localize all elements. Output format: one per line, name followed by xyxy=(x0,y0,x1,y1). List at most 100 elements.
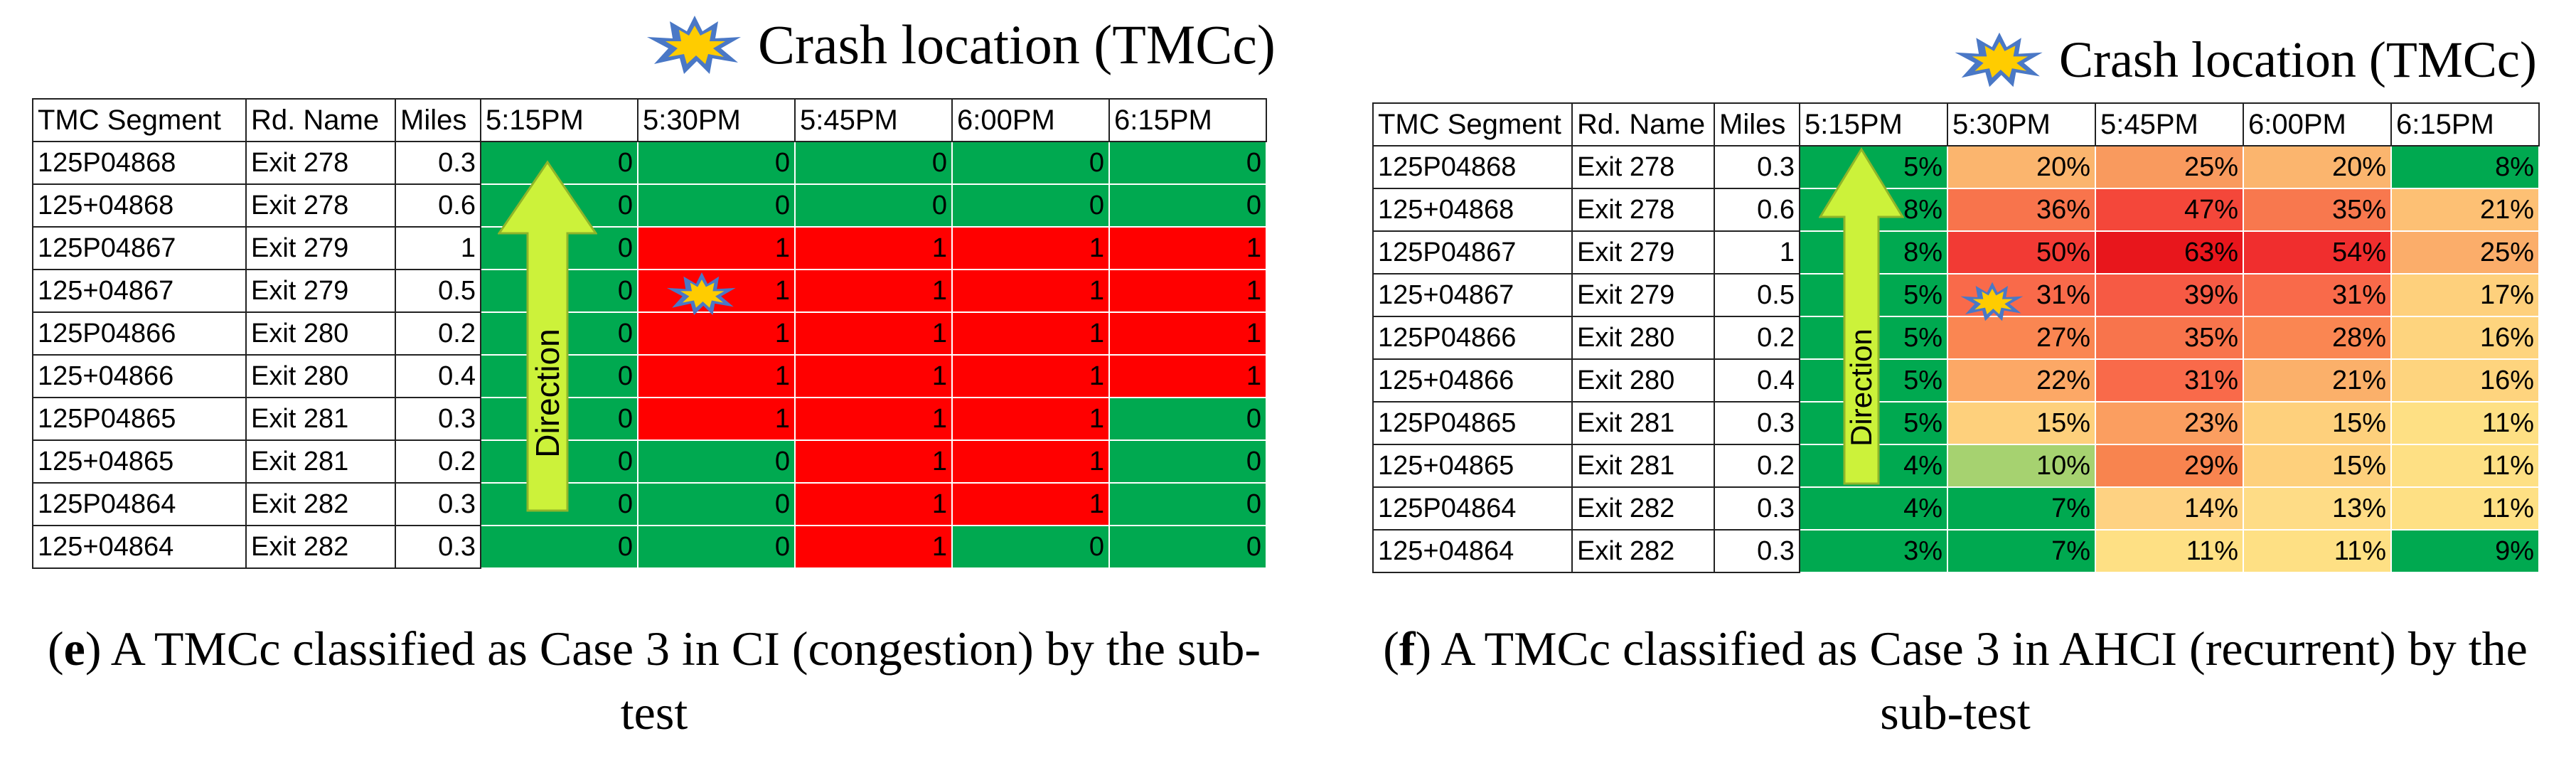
tmc-segment-cell: 125P04866 xyxy=(32,311,247,356)
tmc-segment-cell: 125+04864 xyxy=(1372,529,1573,573)
value-cell: 1 xyxy=(952,398,1109,440)
value-cell: 1 xyxy=(638,270,795,312)
value-cell: 36% xyxy=(1947,188,2095,231)
miles-cell: 0.3 xyxy=(1714,401,1800,445)
value-cell: 7% xyxy=(1947,487,2095,530)
value-cell: 17% xyxy=(2391,274,2539,316)
value-cell: 1 xyxy=(795,227,952,270)
value-cell: 0 xyxy=(952,526,1109,568)
column-header: 6:15PM xyxy=(1108,98,1267,142)
value-cell: 0 xyxy=(481,526,638,568)
value-cell: 1 xyxy=(795,270,952,312)
tmc-segment-cell: 125+04868 xyxy=(32,183,247,228)
miles-cell: 0.5 xyxy=(1714,273,1800,317)
value-cell: 4% xyxy=(1800,487,1947,530)
caption-label: e xyxy=(63,622,85,676)
column-header: 5:30PM xyxy=(637,98,796,142)
column-header: 5:45PM xyxy=(2095,102,2244,146)
value-cell: 1 xyxy=(952,440,1109,483)
tmc-segment-cell: 125P04868 xyxy=(32,141,247,185)
miles-cell: 0.3 xyxy=(395,397,481,441)
value-cell: 7% xyxy=(1947,530,2095,572)
road-name-cell: Exit 282 xyxy=(245,525,396,569)
value-cell: 11% xyxy=(2243,530,2391,572)
legend-f: Crash location (TMCc) xyxy=(1950,30,2537,90)
value-cell: 31% xyxy=(1947,274,2095,316)
value-cell: 0 xyxy=(481,440,638,483)
value-cell: 0 xyxy=(1109,526,1266,568)
value-cell: 0 xyxy=(1109,440,1266,483)
legend-text: Crash location (TMCc) xyxy=(2059,31,2537,88)
value-cell: 1 xyxy=(638,227,795,270)
value-cell: 5% xyxy=(1800,274,1947,316)
table-row: 125+04867 Exit 279 0.5 0 1 1 1 1 xyxy=(32,269,1266,313)
tmc-segment-cell: 125+04866 xyxy=(1372,358,1573,403)
value-cell: 25% xyxy=(2391,231,2539,274)
value-cell: 11% xyxy=(2391,487,2539,530)
road-name-cell: Exit 279 xyxy=(245,269,396,313)
value-cell: 63% xyxy=(2095,231,2243,274)
value-cell: 27% xyxy=(1947,316,2095,359)
column-header: Miles xyxy=(1714,102,1800,146)
road-name-cell: Exit 278 xyxy=(1571,145,1715,189)
value-cell: 5% xyxy=(1800,359,1947,402)
table-row: 125+04866 Exit 280 0.4 5% 22% 31% 21% 16% xyxy=(1372,358,2539,403)
value-cell: 1 xyxy=(638,355,795,398)
table-row: 125P04866 Exit 280 0.2 0 1 1 1 1 xyxy=(32,311,1266,356)
value-cell: 31% xyxy=(2095,359,2243,402)
tmc-segment-cell: 125P04868 xyxy=(1372,145,1573,189)
tmc-segment-cell: 125P04867 xyxy=(1372,230,1573,274)
table-row: 125+04864 Exit 282 0.3 3% 7% 11% 11% 9% xyxy=(1372,529,2539,573)
value-cell: 22% xyxy=(1947,359,2095,402)
table-row: 125P04868 Exit 278 0.3 0 0 0 0 0 xyxy=(32,141,1266,185)
value-cell: 1 xyxy=(638,312,795,355)
miles-cell: 0.3 xyxy=(1714,145,1800,189)
column-header: 6:15PM xyxy=(2390,102,2540,146)
legend-e: Crash location (TMCc) xyxy=(641,13,1276,77)
table-ahci: TMC Segment Rd. Name Miles 5:15PM 5:30PM 5:45… xyxy=(1372,102,2540,573)
table-row: 125P04867 Exit 279 1 0 1 1 1 1 xyxy=(32,226,1266,270)
miles-cell: 0.5 xyxy=(395,269,481,313)
road-name-cell: Exit 278 xyxy=(245,183,396,228)
value-cell: 1 xyxy=(1109,227,1266,270)
value-cell: 1 xyxy=(795,526,952,568)
value-cell: 8% xyxy=(1800,231,1947,274)
tmc-segment-cell: 125+04866 xyxy=(32,354,247,398)
table-row: 125P04865 Exit 281 0.3 5% 15% 23% 15% 11% xyxy=(1372,401,2539,445)
value-cell: 4% xyxy=(1800,444,1947,487)
value-cell: 8% xyxy=(2391,146,2539,188)
road-name-cell: Exit 281 xyxy=(1571,401,1715,445)
value-cell: 0 xyxy=(638,440,795,483)
crash-star-icon xyxy=(1955,32,2043,87)
miles-cell: 1 xyxy=(395,226,481,270)
value-cell: 1 xyxy=(1109,312,1266,355)
value-cell: 0 xyxy=(638,483,795,526)
value-cell: 20% xyxy=(2243,146,2391,188)
table-row: 125+04868 Exit 278 0.6 0 0 0 0 0 xyxy=(32,183,1266,228)
tmc-segment-cell: 125+04865 xyxy=(32,439,247,484)
value-cell: 3% xyxy=(1800,530,1947,572)
value-cell: 1 xyxy=(795,483,952,526)
table-row: 125P04864 Exit 282 0.3 0 0 1 1 0 xyxy=(32,482,1266,526)
road-name-cell: Exit 280 xyxy=(245,311,396,356)
column-header: Rd. Name xyxy=(1571,102,1715,146)
road-name-cell: Exit 278 xyxy=(245,141,396,185)
value-cell: 1 xyxy=(952,483,1109,526)
miles-cell: 0.4 xyxy=(1714,358,1800,403)
value-cell: 54% xyxy=(2243,231,2391,274)
table-row: 125+04865 Exit 281 0.2 4% 10% 29% 15% 11% xyxy=(1372,444,2539,488)
miles-cell: 0.3 xyxy=(1714,486,1800,531)
value-cell: 1 xyxy=(952,227,1109,270)
value-cell: 5% xyxy=(1800,402,1947,444)
value-cell: 1 xyxy=(795,355,952,398)
miles-cell: 0.3 xyxy=(395,525,481,569)
value-cell: 10% xyxy=(1947,444,2095,487)
tmc-segment-cell: 125+04868 xyxy=(1372,188,1573,232)
tmc-segment-cell: 125P04864 xyxy=(1372,486,1573,531)
road-name-cell: Exit 282 xyxy=(245,482,396,526)
miles-cell: 0.6 xyxy=(395,183,481,228)
value-cell: 21% xyxy=(2243,359,2391,402)
value-cell: 11% xyxy=(2391,402,2539,444)
header-row: TMC Segment Rd. Name Miles 5:15PM 5:30PM 5:45… xyxy=(32,98,1267,142)
value-cell: 11% xyxy=(2391,444,2539,487)
